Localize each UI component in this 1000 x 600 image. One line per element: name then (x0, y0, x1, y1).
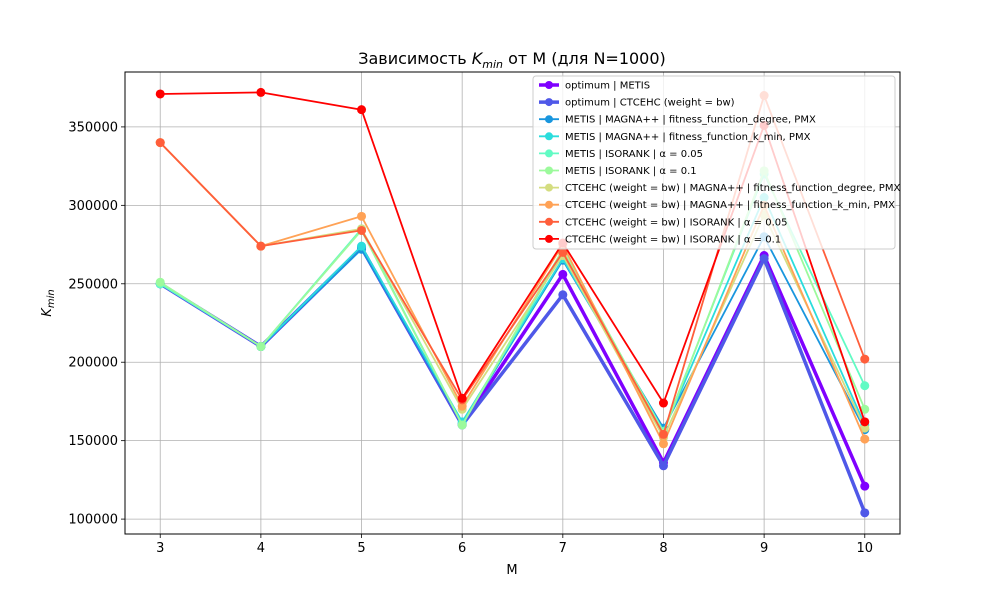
legend-entry: optimum | METIS (539, 81, 650, 92)
x-tick-label: 4 (257, 541, 265, 556)
legend-marker (545, 166, 553, 175)
legend-marker (545, 98, 553, 107)
data-point (155, 89, 165, 99)
y-tick-label: 100000 (68, 513, 118, 528)
data-point (357, 241, 367, 251)
legend-marker (545, 149, 553, 158)
legend: optimum | METIS optimum | СТСЕНС (weight … (532, 75, 900, 250)
legend-label: СТСЕНС (weight = bw) | ISORANK | α = 0.0… (565, 217, 788, 228)
legend-label: СТСЕНС (weight = bw) | MAGNA++ | fitness… (565, 183, 900, 194)
data-point (860, 354, 870, 364)
y-axis-label: Kmin (40, 289, 57, 316)
data-point (658, 429, 668, 439)
legend-label: METIS | ISORANK | α = 0.05 (565, 149, 703, 160)
data-point (759, 254, 769, 264)
legend-entry: optimum | СТСЕНС (weight = bw) (539, 98, 735, 109)
legend-entry: СТСЕНС (weight = bw) | MAGNA++ | fitness… (539, 183, 900, 194)
x-axis-label: M (506, 563, 517, 578)
legend-label: СТСЕНС (weight = bw) | MAGNA++ | fitness… (565, 200, 895, 211)
legend-marker (545, 81, 553, 89)
data-point (457, 401, 467, 411)
x-tick-label: 7 (559, 541, 567, 556)
data-point (457, 393, 467, 403)
x-tick-label: 3 (156, 541, 164, 556)
axis-ticks: 3 4 5 6 7 8 9 10 100000 150000 200000 250000 300000 3… (68, 120, 873, 556)
data-point (860, 434, 870, 444)
data-point (558, 290, 568, 300)
data-point (357, 225, 367, 235)
legend-marker (545, 200, 553, 209)
y-tick-label: 350000 (68, 120, 118, 135)
legend-label: METIS | MAGNA++ | fitness_function_k_min… (565, 132, 811, 143)
data-point (457, 420, 467, 430)
data-point (658, 398, 668, 408)
data-point (860, 423, 870, 433)
x-tick-label: 8 (659, 541, 667, 556)
legend-entry: METIS | MAGNA++ | fitness_function_k_min… (539, 132, 811, 143)
data-point (155, 138, 165, 148)
data-point (558, 269, 568, 279)
x-tick-label: 5 (357, 541, 365, 556)
legend-marker (545, 217, 553, 226)
data-point (357, 105, 367, 115)
data-point (860, 404, 870, 414)
x-tick-label: 10 (856, 541, 873, 556)
y-tick-label: 300000 (68, 199, 118, 214)
data-point (256, 87, 266, 97)
x-tick-label: 9 (760, 541, 768, 556)
data-point (658, 461, 668, 471)
legend-entry: METIS | MAGNA++ | fitness_function_degre… (539, 115, 816, 126)
data-point (558, 247, 568, 257)
data-point (860, 481, 870, 491)
data-point (860, 417, 870, 427)
legend-marker (545, 132, 553, 141)
data-point (860, 508, 870, 518)
data-point (658, 439, 668, 449)
y-tick-label: 150000 (68, 434, 118, 449)
legend-entry: СТСЕНС (weight = bw) | ISORANK | α = 0.0… (539, 217, 788, 228)
legend-marker (545, 234, 553, 243)
legend-entry: СТСЕНС (weight = bw) | ISORANK | α = 0.1 (539, 234, 781, 245)
legend-label: METIS | ISORANK | α = 0.1 (565, 166, 697, 177)
data-point (860, 381, 870, 391)
legend-entry: СТСЕНС (weight = bw) | MAGNA++ | fitness… (539, 200, 895, 211)
chart-title: Зависимость Kmin от M (для N=1000) (358, 49, 666, 71)
data-point (256, 241, 266, 251)
legend-label: optimum | СТСЕНС (weight = bw) (565, 98, 735, 109)
y-tick-label: 200000 (68, 356, 118, 371)
legend-box (532, 75, 896, 250)
legend-entry: METIS | ISORANK | α = 0.05 (539, 149, 703, 160)
x-tick-label: 6 (458, 541, 466, 556)
plot-frame (124, 71, 901, 535)
legend-label: optimum | METIS (565, 81, 650, 92)
data-point (357, 211, 367, 221)
data-point (155, 277, 165, 287)
data-point (256, 342, 266, 352)
legend-label: METIS | MAGNA++ | fitness_function_degre… (565, 115, 816, 126)
legend-marker (545, 183, 553, 192)
y-tick-label: 250000 (68, 277, 118, 292)
legend-marker (545, 115, 553, 124)
legend-label: СТСЕНС (weight = bw) | ISORANK | α = 0.1 (565, 234, 781, 245)
legend-entry: METIS | ISORANK | α = 0.1 (539, 166, 697, 177)
